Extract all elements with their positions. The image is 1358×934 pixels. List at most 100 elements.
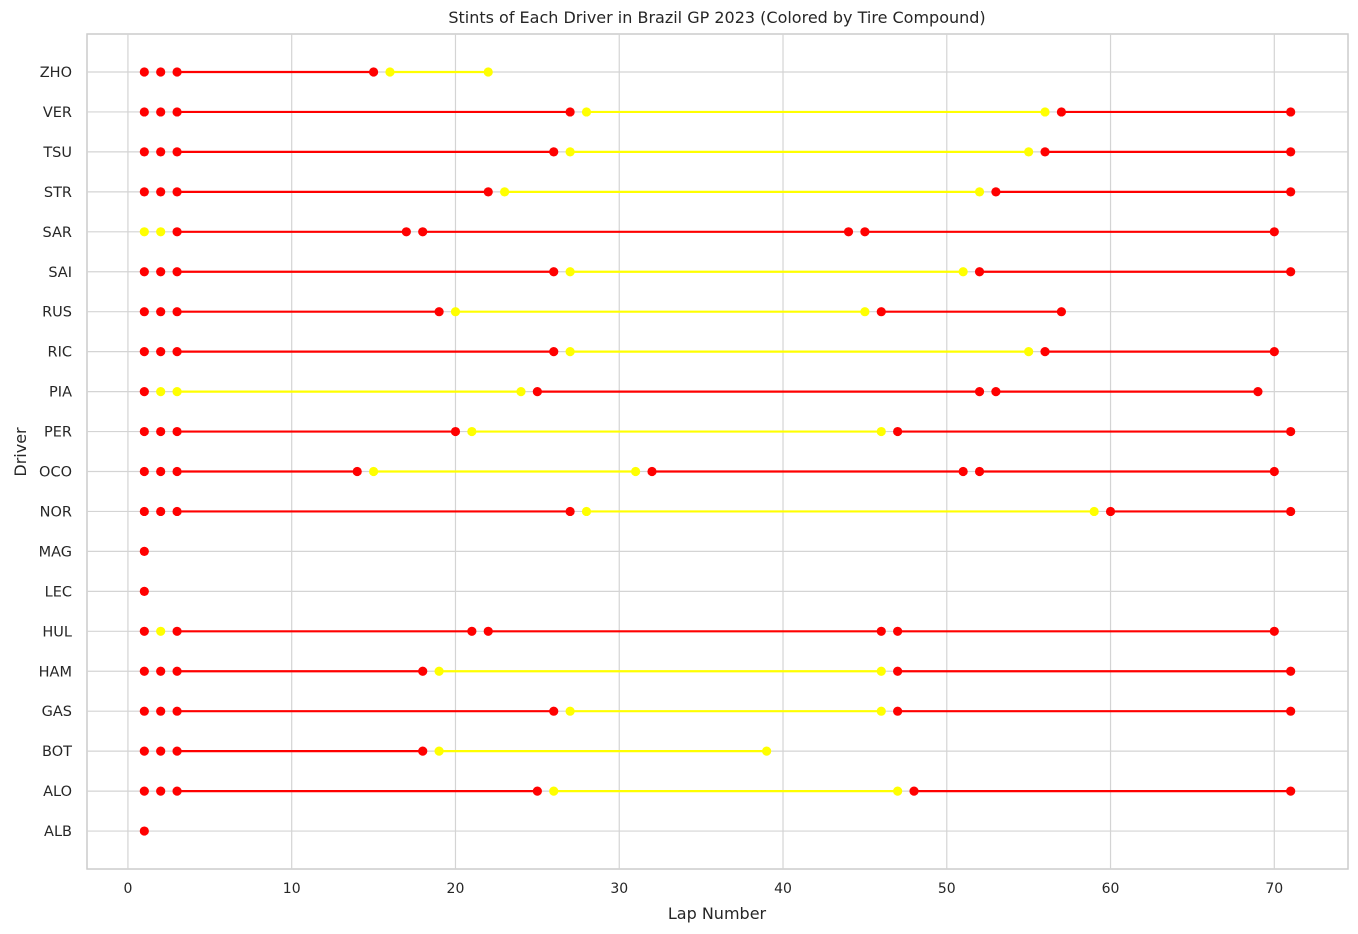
driver-label: MAG <box>39 544 72 560</box>
stint-start-marker <box>172 347 182 357</box>
stint-end-marker <box>1024 347 1034 357</box>
driver-row-sai <box>139 267 1296 277</box>
stint-end-marker <box>893 786 903 796</box>
stint-end-marker <box>565 506 575 517</box>
stint-start-marker <box>156 267 166 277</box>
driver-label: BOT <box>42 744 72 760</box>
stint-end-marker <box>1286 506 1296 517</box>
stint-start-marker <box>450 307 461 317</box>
stint-start-marker <box>156 706 166 716</box>
stint-end-marker <box>1269 347 1279 357</box>
driver-row-hul <box>139 626 1279 636</box>
y-axis-title: Driver <box>11 427 30 477</box>
stint-start-marker <box>368 466 379 477</box>
stint-end-marker <box>843 227 854 237</box>
driver-row-per <box>139 426 1296 437</box>
stint-start-marker <box>156 786 166 796</box>
driver-label: RUS <box>42 305 72 321</box>
x-tick-label: 10 <box>283 881 301 897</box>
stint-end-marker <box>434 307 444 317</box>
driver-label: ALO <box>43 784 72 800</box>
stint-end-marker <box>1269 227 1279 237</box>
stint-start-marker <box>860 227 870 237</box>
stint-start-marker <box>139 107 149 117</box>
stint-start-marker <box>172 107 182 117</box>
stint-start-marker <box>172 746 182 756</box>
driver-row-lec <box>139 586 149 596</box>
driver-row-gas <box>139 706 1296 716</box>
stint-start-marker <box>974 267 985 277</box>
driver-row-alo <box>139 786 1296 796</box>
stint-start-marker <box>876 307 886 317</box>
stint-end-marker <box>1286 786 1296 796</box>
stint-start-marker <box>565 347 575 357</box>
stint-end-marker <box>1286 107 1296 117</box>
stint-end-marker <box>549 267 559 277</box>
stint-start-marker <box>1056 107 1067 117</box>
stint-end-marker <box>401 227 411 237</box>
driver-row-str <box>139 187 1296 197</box>
driver-row-nor <box>139 506 1296 517</box>
stint-end-marker <box>549 147 559 157</box>
stint-end-marker <box>1286 187 1296 197</box>
stint-end-marker <box>974 187 985 197</box>
x-tick-label: 40 <box>774 881 792 897</box>
stint-start-marker <box>1040 347 1050 357</box>
stint-end-marker <box>876 626 886 636</box>
stint-start-marker <box>532 387 542 397</box>
stint-start-marker <box>139 666 149 676</box>
driver-label: VER <box>43 105 72 121</box>
driver-label: HAM <box>39 664 72 680</box>
stint-start-marker <box>565 267 575 277</box>
stint-start-marker <box>156 347 166 357</box>
vertical-gridlines <box>127 34 1275 869</box>
stint-start-marker <box>156 147 166 157</box>
stint-start-marker <box>139 387 149 397</box>
stint-start-marker <box>172 666 182 676</box>
stint-start-marker <box>172 187 182 197</box>
stint-start-marker <box>139 227 149 237</box>
stint-start-marker <box>139 466 149 477</box>
stint-start-marker <box>156 666 166 676</box>
stint-start-marker <box>156 67 166 77</box>
driver-label: HUL <box>42 624 72 640</box>
stint-end-marker <box>958 466 968 477</box>
stint-end-marker <box>483 187 493 197</box>
stint-series <box>139 67 1296 836</box>
stint-start-marker <box>483 626 493 636</box>
stint-end-marker <box>516 387 526 397</box>
driver-label: PER <box>44 425 72 441</box>
stint-start-marker <box>139 586 149 596</box>
driver-row-bot <box>139 746 772 756</box>
driver-row-alb <box>139 826 149 836</box>
stint-start-marker <box>500 187 510 197</box>
stint-start-marker <box>565 147 575 157</box>
stint-start-marker <box>156 426 166 437</box>
stint-end-marker <box>368 67 379 77</box>
stint-end-marker <box>1253 387 1263 397</box>
stint-end-marker <box>1286 267 1296 277</box>
stint-end-marker <box>1286 706 1296 716</box>
stint-end-marker <box>549 706 559 716</box>
stint-start-marker <box>156 107 166 117</box>
stint-start-marker <box>156 626 166 636</box>
stint-start-marker <box>172 466 182 477</box>
driver-row-tsu <box>139 147 1296 157</box>
stint-end-marker <box>876 706 886 716</box>
stint-start-marker <box>549 786 559 796</box>
stint-start-marker <box>139 786 149 796</box>
x-tick-label: 20 <box>447 881 465 897</box>
stint-end-marker <box>1040 107 1050 117</box>
stint-start-marker <box>172 506 182 517</box>
x-tick-label: 50 <box>938 881 956 897</box>
stint-end-marker <box>352 466 362 477</box>
stint-start-marker <box>434 746 444 756</box>
stint-end-marker <box>860 307 870 317</box>
driver-row-ver <box>139 107 1296 117</box>
driver-label: SAR <box>43 225 72 241</box>
stint-start-marker <box>156 307 166 317</box>
stint-start-marker <box>139 706 149 716</box>
stint-end-marker <box>1269 626 1279 636</box>
x-tick-label: 60 <box>1102 881 1120 897</box>
stint-start-marker <box>172 147 182 157</box>
